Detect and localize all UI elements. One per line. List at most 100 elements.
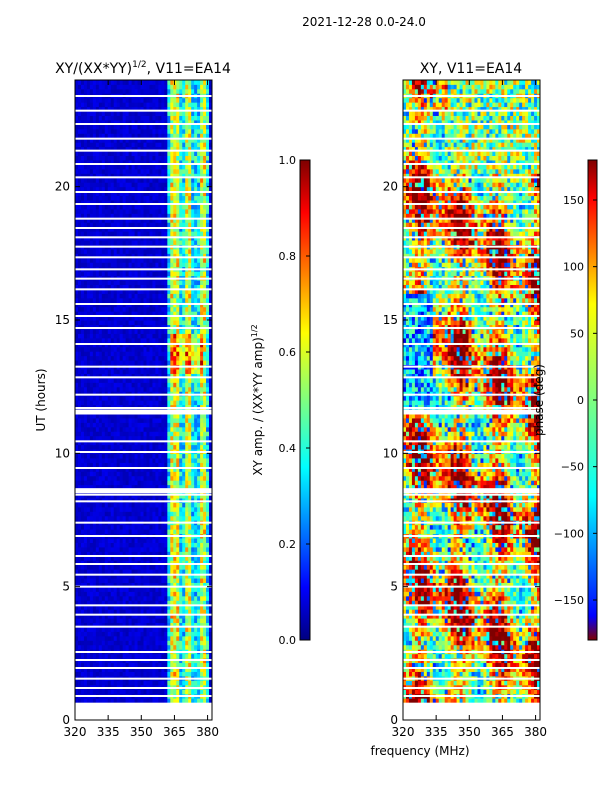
amp-heatmap-cell bbox=[89, 587, 94, 592]
amp-heatmap-cell bbox=[128, 271, 132, 277]
amp-heatmap-cell bbox=[152, 591, 156, 597]
amp-heatmap-cell bbox=[125, 564, 130, 570]
amp-heatmap-cell bbox=[98, 280, 103, 285]
amp-heatmap-cell bbox=[173, 444, 177, 450]
amp-heatmap-cell bbox=[134, 320, 138, 326]
amp-heatmap-cell bbox=[161, 560, 165, 566]
amp-heatmap-cell bbox=[101, 493, 106, 499]
amp-heatmap-cell bbox=[113, 351, 118, 357]
amp-heatmap-cell bbox=[146, 320, 150, 326]
amp-heatmap-cell bbox=[110, 289, 115, 294]
amp-heatmap-cell bbox=[170, 320, 174, 326]
amp-heatmap-cell bbox=[149, 569, 153, 575]
amp-heatmap-cell bbox=[188, 346, 192, 352]
amp-heatmap-cell bbox=[182, 458, 186, 463]
amp-heatmap-cell bbox=[89, 613, 94, 619]
amp-heatmap-cell bbox=[164, 257, 168, 263]
amp-heatmap-cell bbox=[176, 640, 180, 646]
amp-heatmap-cell bbox=[107, 355, 112, 361]
amp-heatmap-cell bbox=[134, 653, 138, 659]
amp-heatmap-cell bbox=[206, 573, 210, 579]
amp-heatmap-cell bbox=[200, 653, 204, 659]
amp-heatmap-cell bbox=[155, 355, 159, 361]
amp-heatmap-cell bbox=[110, 560, 115, 566]
amp-heatmap-cell bbox=[143, 413, 147, 419]
amp-heatmap-cell bbox=[194, 435, 198, 441]
amp-heatmap-cell bbox=[161, 635, 165, 641]
amp-heatmap-cell bbox=[98, 609, 103, 615]
amp-heatmap-cell bbox=[164, 413, 168, 419]
amp-heatmap-cell bbox=[179, 422, 183, 428]
amp-heatmap-cell bbox=[75, 506, 79, 512]
amp-heatmap-cell bbox=[161, 373, 165, 379]
amp-heatmap-cell bbox=[83, 333, 88, 339]
amp-heatmap-cell bbox=[188, 613, 192, 619]
amp-heatmap-cell bbox=[80, 262, 85, 268]
amp-heatmap-cell bbox=[158, 373, 162, 379]
amp-heatmap-cell bbox=[200, 382, 204, 388]
amp-heatmap-cell bbox=[191, 453, 195, 459]
amp-heatmap-cell bbox=[206, 444, 210, 450]
amp-heatmap-cell bbox=[125, 226, 130, 232]
amp-heatmap-cell bbox=[77, 444, 82, 450]
amp-heatmap-cell bbox=[164, 337, 168, 343]
amp-heatmap-cell bbox=[164, 297, 168, 303]
amp-heatmap-cell bbox=[116, 226, 121, 232]
amp-heatmap-cell bbox=[140, 346, 144, 352]
amp-heatmap-cell bbox=[92, 249, 97, 254]
amp-heatmap-cell bbox=[209, 253, 212, 259]
amp-heatmap-cell bbox=[152, 622, 156, 628]
amp-heatmap-cell bbox=[101, 555, 106, 561]
amp-heatmap-cell bbox=[176, 262, 180, 268]
amp-heatmap-cell bbox=[107, 262, 112, 268]
amp-heatmap-cell bbox=[89, 271, 94, 277]
amp-heatmap-cell bbox=[191, 591, 195, 597]
amp-heatmap-cell bbox=[164, 253, 168, 259]
amp-heatmap-cell bbox=[101, 582, 106, 588]
amp-heatmap-cell bbox=[77, 337, 82, 343]
amp-heatmap-cell bbox=[83, 271, 88, 277]
amp-heatmap-cell bbox=[125, 653, 130, 659]
amp-heatmap-cell bbox=[101, 400, 106, 406]
amp-heatmap-cell bbox=[125, 284, 130, 290]
amp-heatmap-cell bbox=[203, 471, 207, 477]
amp-heatmap-cell bbox=[80, 386, 85, 392]
amp-heatmap-cell bbox=[137, 644, 141, 650]
amp-heatmap-cell bbox=[152, 587, 156, 592]
amp-heatmap-cell bbox=[92, 337, 97, 343]
amp-heatmap-cell bbox=[119, 587, 124, 592]
amp-heatmap-cell bbox=[155, 502, 159, 508]
amp-heatmap-cell bbox=[125, 578, 130, 583]
amp-heatmap-cell bbox=[191, 569, 195, 575]
amp-heatmap-cell bbox=[161, 453, 165, 459]
amp-heatmap-cell bbox=[194, 671, 198, 677]
amp-heatmap-cell bbox=[188, 618, 192, 624]
amp-heatmap-cell bbox=[197, 462, 201, 468]
amp-heatmap-cell bbox=[149, 698, 153, 704]
amp-heatmap-cell bbox=[176, 386, 180, 392]
amp-heatmap-cell bbox=[95, 564, 100, 570]
amp-heatmap-cell bbox=[134, 360, 138, 366]
amp-heatmap-cell bbox=[107, 346, 112, 352]
amp-heatmap-cell bbox=[140, 418, 144, 423]
amp-heatmap-cell bbox=[134, 569, 138, 575]
amp-heatmap-cell bbox=[110, 515, 115, 521]
amp-heatmap-cell bbox=[83, 613, 88, 619]
amp-heatmap-cell bbox=[83, 377, 88, 383]
amp-heatmap-cell bbox=[80, 280, 85, 285]
amp-heatmap-cell bbox=[152, 613, 156, 619]
amp-heatmap-cell bbox=[110, 538, 115, 543]
amp-heatmap-cell bbox=[104, 471, 109, 477]
amp-heatmap-cell bbox=[131, 284, 135, 290]
amp-heatmap-cell bbox=[116, 569, 121, 575]
amp-heatmap-cell bbox=[83, 306, 88, 312]
amp-heatmap-cell bbox=[155, 689, 159, 695]
amp-heatmap-cell bbox=[155, 329, 159, 334]
amp-heatmap-cell bbox=[104, 653, 109, 659]
amp-heatmap-cell bbox=[77, 226, 82, 232]
amp-heatmap-cell bbox=[113, 635, 118, 641]
amp-heatmap-cell bbox=[191, 595, 195, 601]
amp-heatmap-cell bbox=[140, 386, 144, 392]
amp-heatmap-cell bbox=[152, 569, 156, 575]
amp-heatmap-cell bbox=[182, 249, 186, 254]
